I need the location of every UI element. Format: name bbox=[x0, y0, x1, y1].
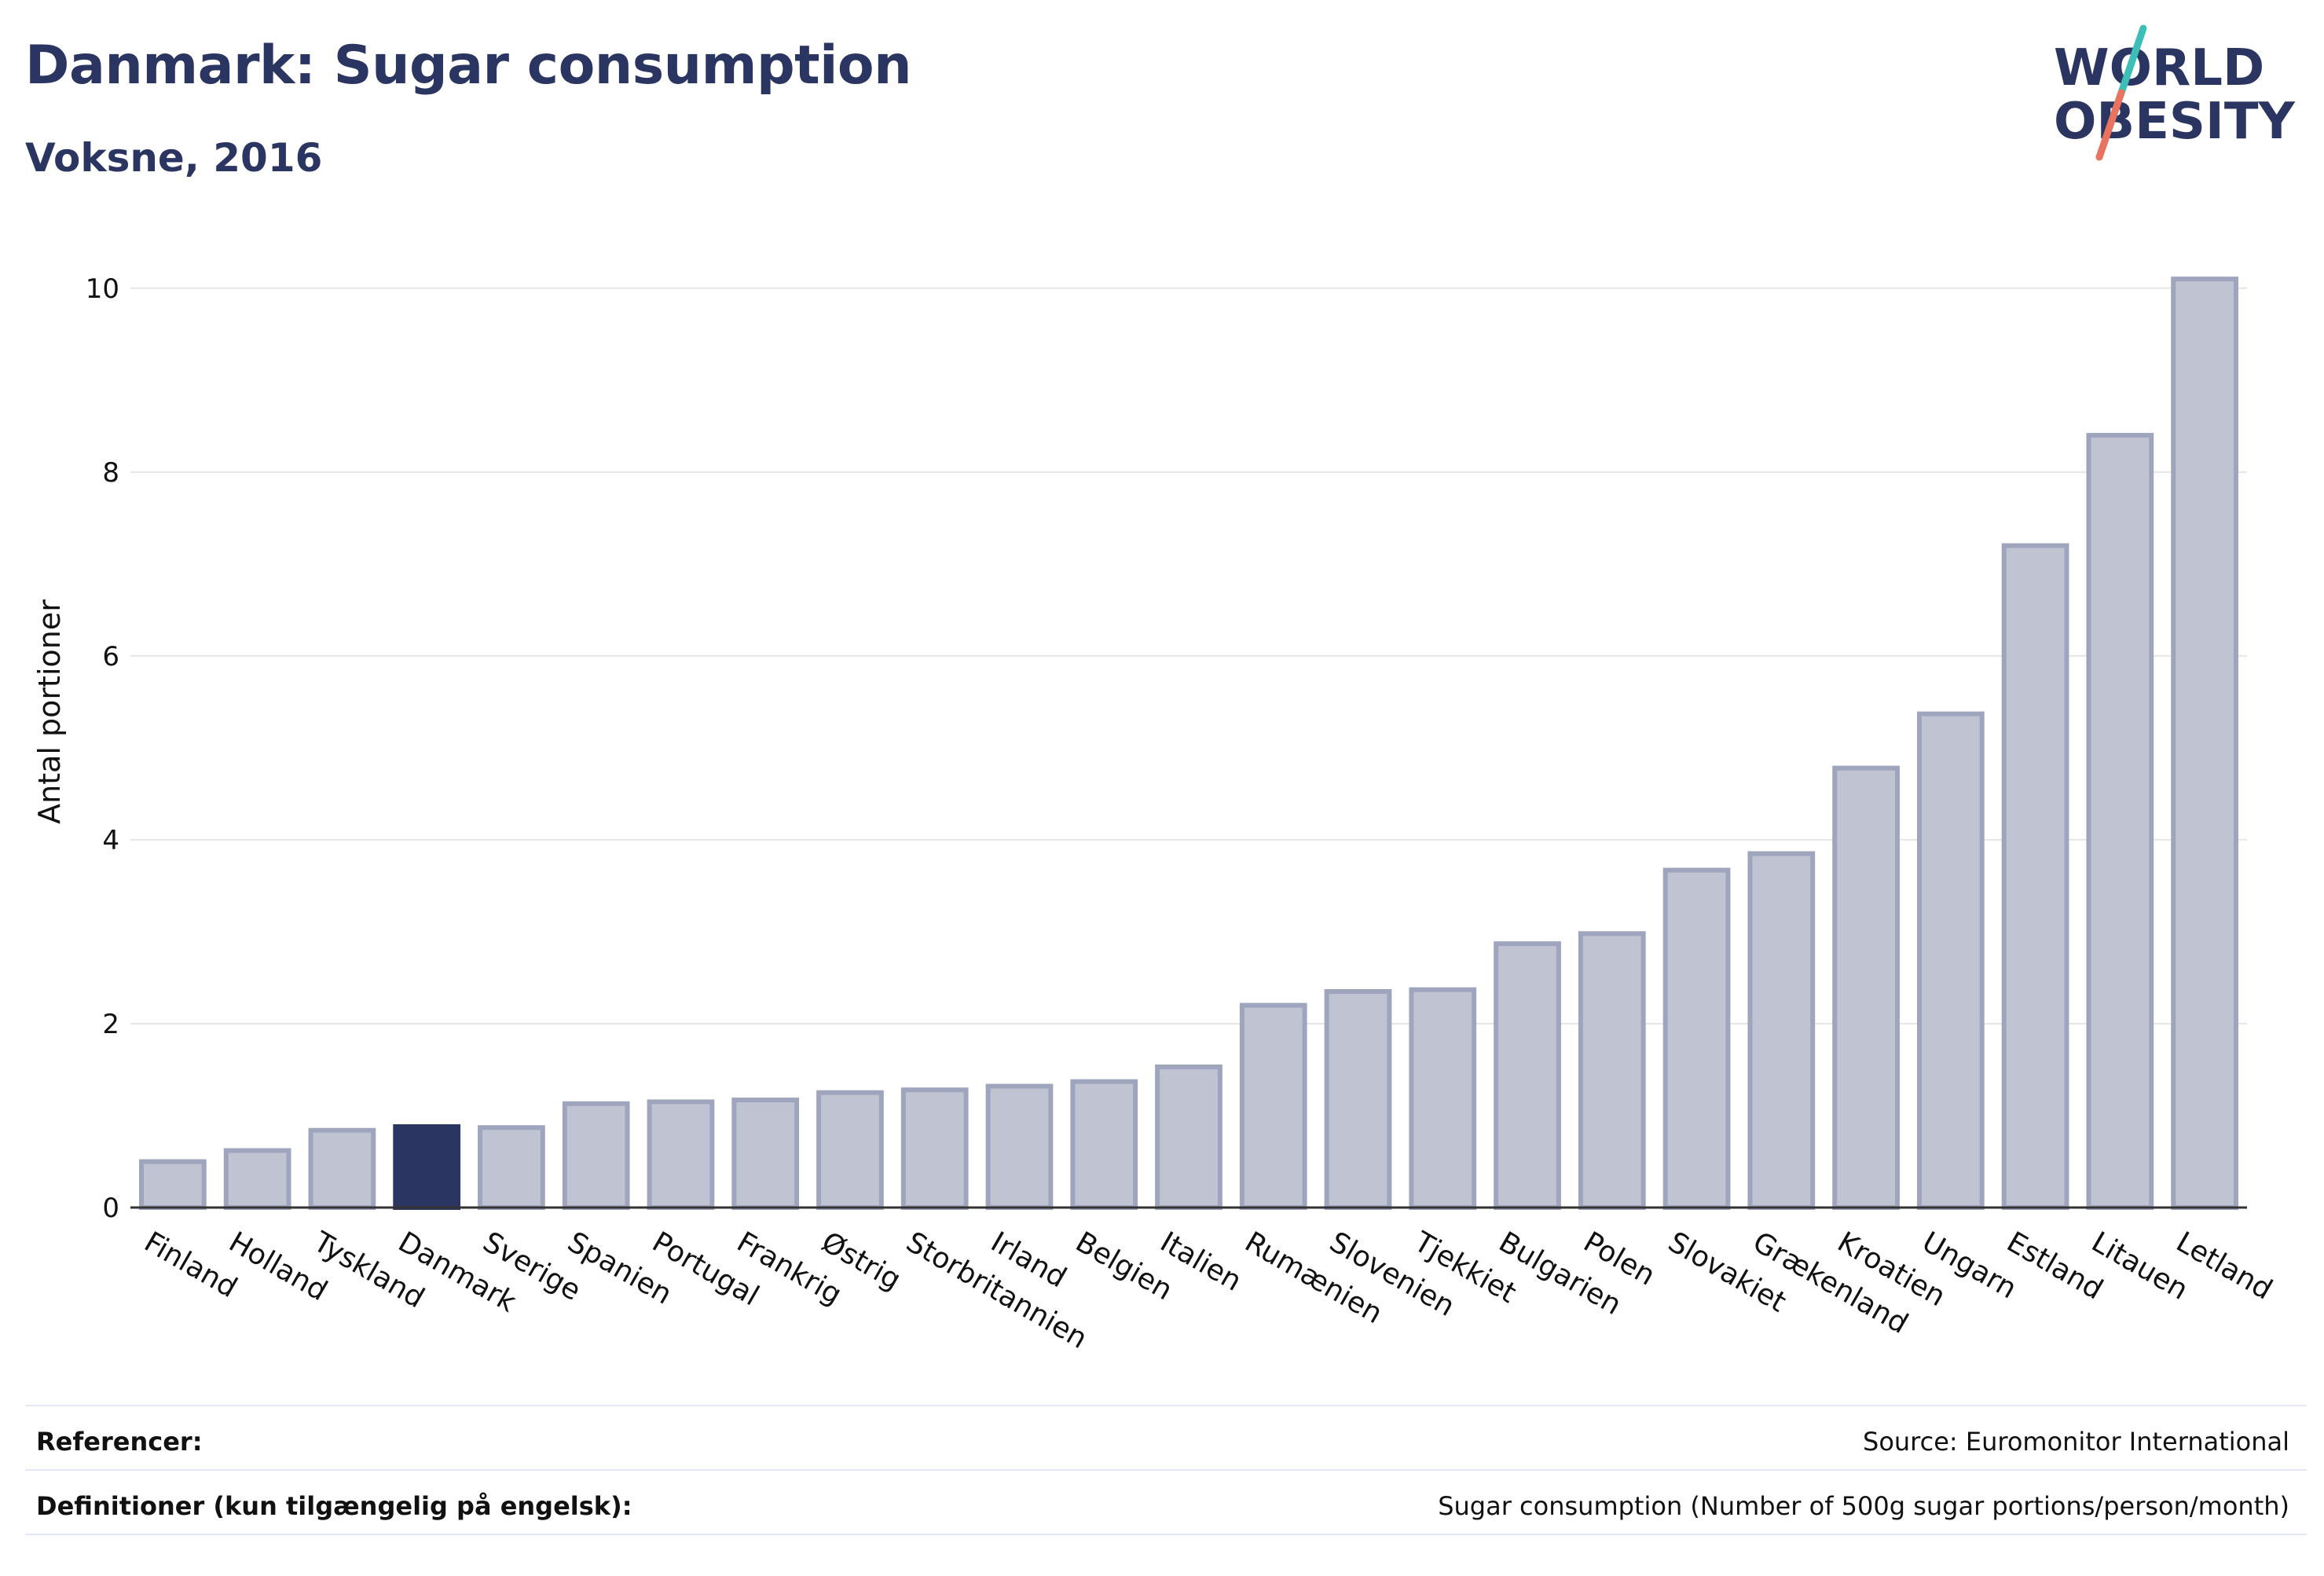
references-value: Source: Euromonitor International bbox=[1863, 1427, 2289, 1457]
bar bbox=[562, 1101, 630, 1211]
bar bbox=[1578, 931, 1646, 1211]
bar bbox=[478, 1125, 545, 1210]
definitions-label: Definitioner (kun tilgængelig på engelsk… bbox=[36, 1491, 632, 1521]
bar bbox=[2171, 277, 2238, 1211]
references-label: Referencer: bbox=[36, 1427, 203, 1457]
bar bbox=[1832, 765, 1900, 1210]
footer-divider-middle bbox=[25, 1469, 2307, 1471]
bar bbox=[1494, 941, 1561, 1210]
bar bbox=[1409, 987, 1477, 1210]
bar-chart: 0 2 4 6 8 10 FinlandHollandTysklandDanmarkSve… bbox=[32, 273, 2278, 1355]
logo-slash-coral bbox=[2095, 89, 2125, 161]
logo-text-obesity: OBESITY bbox=[2054, 93, 2295, 151]
y-tick-label: 8 bbox=[102, 457, 119, 489]
bar bbox=[1916, 711, 1985, 1210]
bar bbox=[1070, 1079, 1138, 1210]
world-obesity-logo: WORLD OBESITY bbox=[2054, 24, 2295, 161]
chart-title: Danmark: Sugar consumption bbox=[25, 35, 912, 97]
y-tick-label: 0 bbox=[102, 1193, 119, 1224]
logo-text-world: WORLD bbox=[2054, 39, 2264, 97]
x-tick-labels: FinlandHollandTysklandDanmarkSverigeSpan… bbox=[139, 1226, 2278, 1355]
bar bbox=[1747, 851, 1816, 1210]
bar bbox=[647, 1099, 715, 1210]
footer-divider-bottom bbox=[25, 1534, 2307, 1535]
y-tick-label: 2 bbox=[102, 1009, 119, 1040]
logo-slash-teal bbox=[2117, 24, 2147, 97]
footer-divider-top bbox=[25, 1405, 2307, 1406]
y-tick-label: 4 bbox=[102, 825, 119, 856]
y-tick-label: 6 bbox=[102, 641, 119, 673]
bar bbox=[2001, 543, 2069, 1210]
bar bbox=[139, 1159, 207, 1210]
y-tick-labels: 0 2 4 6 8 10 bbox=[86, 273, 119, 1224]
bar bbox=[1155, 1064, 1222, 1210]
x-tick-label: Finland bbox=[139, 1226, 243, 1304]
x-tick-label: Belgien bbox=[1070, 1226, 1178, 1307]
x-tick-label: Estland bbox=[2001, 1226, 2108, 1306]
bar bbox=[1324, 989, 1392, 1210]
definitions-value: Sugar consumption (Number of 500g sugar … bbox=[1438, 1491, 2289, 1521]
bar bbox=[985, 1083, 1054, 1211]
y-tick-label: 10 bbox=[86, 273, 119, 305]
bar bbox=[2086, 433, 2154, 1210]
bar bbox=[308, 1127, 376, 1211]
bar bbox=[1239, 1002, 1307, 1211]
x-tick-label: Letland bbox=[2171, 1226, 2278, 1306]
bars bbox=[139, 277, 2238, 1211]
bar bbox=[900, 1087, 969, 1210]
x-tick-label: Litauen bbox=[2086, 1226, 2194, 1307]
bar bbox=[816, 1090, 884, 1210]
chart-subtitle: Voksne, 2016 bbox=[25, 135, 323, 181]
bar bbox=[731, 1098, 800, 1211]
y-axis-label: Antal portioner bbox=[32, 599, 67, 824]
bar bbox=[223, 1148, 291, 1211]
bar-highlighted bbox=[393, 1124, 461, 1210]
bar bbox=[1662, 867, 1731, 1210]
